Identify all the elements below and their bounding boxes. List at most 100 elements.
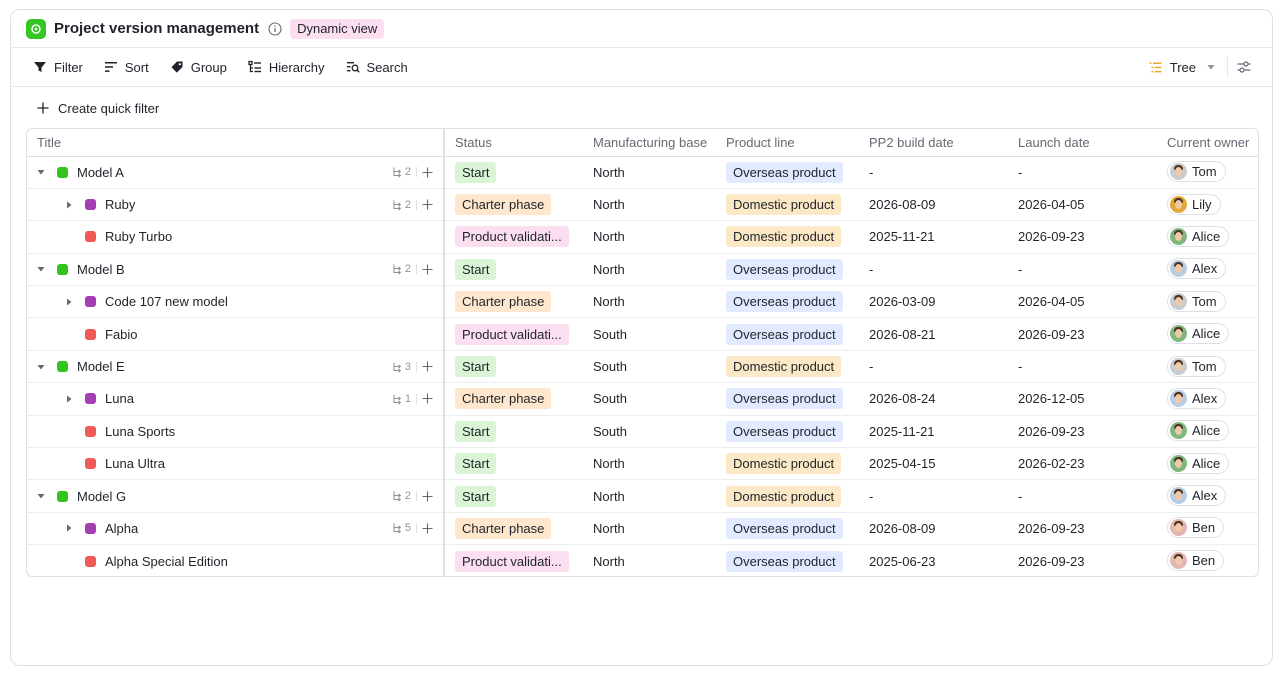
title-cell[interactable]: Fabio xyxy=(27,317,445,351)
add-subitem-icon[interactable] xyxy=(422,167,433,178)
add-subitem-icon[interactable] xyxy=(422,361,433,372)
manufacturing-base-cell[interactable]: North xyxy=(583,285,716,319)
manufacturing-base-cell[interactable]: North xyxy=(593,553,625,569)
title-cell[interactable]: Ruby Turbo xyxy=(27,220,445,254)
pp2-build-date-cell[interactable]: - xyxy=(859,253,1008,287)
status-cell[interactable]: Product validati... xyxy=(444,220,583,254)
record-title[interactable]: Luna xyxy=(105,391,134,407)
group-button[interactable]: Group xyxy=(170,60,227,75)
manufacturing-base-cell[interactable]: South xyxy=(583,382,716,416)
product-line-cell[interactable]: Domestic product xyxy=(716,479,859,513)
owner-chip[interactable]: Alex xyxy=(1167,387,1227,409)
pp2-build-date-cell[interactable]: 2026-08-24 xyxy=(859,382,1008,416)
current-owner-cell[interactable]: Tom xyxy=(1157,156,1258,189)
current-owner-cell[interactable]: Alice xyxy=(1157,317,1258,351)
table-row[interactable]: Luna Ultra Start North Domestic product … xyxy=(27,447,1258,481)
current-owner-cell[interactable]: Lily xyxy=(1157,188,1258,222)
add-subitem-icon[interactable] xyxy=(422,264,433,275)
pp2-build-date-cell[interactable]: 2026-08-21 xyxy=(859,317,1008,351)
table-row[interactable]: Fabio Product validati... South Overseas… xyxy=(27,317,1258,351)
status-cell[interactable]: Start xyxy=(444,350,583,384)
record-title[interactable]: Model B xyxy=(77,261,125,277)
current-owner-cell[interactable]: Tom xyxy=(1157,285,1258,319)
table-row[interactable]: Model A 2 Start North Overseas product -… xyxy=(27,156,1258,189)
title-cell[interactable]: Model E 3 xyxy=(27,350,445,384)
product-line-cell[interactable]: Overseas product xyxy=(716,512,859,546)
manufacturing-base-cell[interactable]: South xyxy=(583,317,716,351)
title-cell[interactable]: Luna Ultra xyxy=(27,447,445,481)
launch-date-cell[interactable]: - xyxy=(1008,350,1157,384)
column-header-current-owner[interactable]: Current owner xyxy=(1157,129,1258,157)
table-row[interactable]: Ruby Turbo Product validati... North Dom… xyxy=(27,220,1258,254)
add-subitem-icon[interactable] xyxy=(422,491,433,502)
table-row[interactable]: Alpha 5 Charter phase North Overseas pro… xyxy=(27,512,1258,546)
status-cell[interactable]: Charter phase xyxy=(444,382,583,416)
current-owner-cell[interactable]: Ben xyxy=(1157,512,1258,546)
owner-chip[interactable]: Alice xyxy=(1167,323,1230,345)
status-cell[interactable]: Start xyxy=(444,479,583,513)
launch-date-cell[interactable]: 2026-04-05 xyxy=(1008,188,1157,222)
column-header-title[interactable]: Title xyxy=(27,129,445,157)
manufacturing-base-cell[interactable]: North xyxy=(583,479,716,513)
current-owner-cell[interactable]: Ben xyxy=(1157,545,1258,576)
title-cell[interactable]: Alpha 5 xyxy=(27,512,445,546)
column-header-pp2-build-date[interactable]: PP2 build date xyxy=(859,129,1008,157)
product-line-cell[interactable]: Overseas product xyxy=(716,253,859,287)
pp2-build-date-cell[interactable]: 2025-11-21 xyxy=(859,415,1008,449)
launch-date-cell[interactable]: - xyxy=(1008,156,1157,189)
owner-chip[interactable]: Alice xyxy=(1167,225,1230,247)
current-owner-cell[interactable]: Alex xyxy=(1157,479,1258,513)
product-line-cell[interactable]: Overseas product xyxy=(716,285,859,319)
status-cell[interactable]: Product validati... xyxy=(444,545,583,576)
launch-date-cell[interactable]: 2026-02-23 xyxy=(1008,447,1157,481)
record-title[interactable]: Model G xyxy=(77,488,127,504)
record-title[interactable]: Luna Sports xyxy=(105,423,176,439)
sort-button[interactable]: Sort xyxy=(104,60,149,75)
manufacturing-base-cell[interactable]: South xyxy=(583,415,716,449)
launch-date-cell[interactable]: 2026-09-23 xyxy=(1008,415,1157,449)
owner-chip[interactable]: Alice xyxy=(1167,420,1230,442)
owner-chip[interactable]: Alex xyxy=(1167,258,1227,280)
pp2-build-date-cell[interactable]: 2026-08-09 xyxy=(859,512,1008,546)
column-header-launch-date[interactable]: Launch date xyxy=(1008,129,1157,157)
pp2-build-date-cell[interactable]: 2026-08-09 xyxy=(859,188,1008,222)
table-row[interactable]: Code 107 new model Charter phase North O… xyxy=(27,285,1258,319)
record-title[interactable]: Alpha xyxy=(105,520,139,536)
launch-date-cell[interactable]: 2026-09-23 xyxy=(1008,512,1157,546)
info-icon[interactable] xyxy=(268,21,282,36)
owner-chip[interactable]: Alex xyxy=(1167,485,1227,507)
status-cell[interactable]: Start xyxy=(444,253,583,287)
current-owner-cell[interactable]: Alex xyxy=(1157,253,1258,287)
record-title[interactable]: Luna Ultra xyxy=(105,456,165,472)
owner-chip[interactable]: Ben xyxy=(1167,550,1225,572)
chevron-down-icon[interactable] xyxy=(37,265,45,273)
product-line-cell[interactable]: Domestic product xyxy=(716,188,859,222)
owner-chip[interactable]: Tom xyxy=(1167,290,1226,312)
owner-chip[interactable]: Tom xyxy=(1167,355,1226,377)
add-subitem-icon[interactable] xyxy=(422,199,433,210)
status-cell[interactable]: Product validati... xyxy=(444,317,583,351)
add-subitem-icon[interactable] xyxy=(422,393,433,404)
table-row[interactable]: Luna Sports Start South Overseas product… xyxy=(27,415,1258,449)
title-cell[interactable]: Code 107 new model xyxy=(27,285,445,319)
owner-chip[interactable]: Alice xyxy=(1167,452,1230,474)
product-line-cell[interactable]: Overseas product xyxy=(716,156,859,189)
table-row[interactable]: Model B 2 Start North Overseas product -… xyxy=(27,253,1258,287)
table-row[interactable]: Model G 2 Start North Domestic product -… xyxy=(27,479,1258,513)
pp2-build-date-cell[interactable]: 2025-06-23 xyxy=(869,553,936,569)
title-cell[interactable]: Model G 2 xyxy=(27,479,445,513)
hierarchy-button[interactable]: Hierarchy xyxy=(248,60,325,75)
launch-date-cell[interactable]: - xyxy=(1008,253,1157,287)
pp2-build-date-cell[interactable]: 2026-03-09 xyxy=(859,285,1008,319)
chevron-down-icon[interactable] xyxy=(37,363,45,371)
launch-date-cell[interactable]: 2026-12-05 xyxy=(1008,382,1157,416)
record-title[interactable]: Model A xyxy=(77,164,124,180)
chevron-right-icon[interactable] xyxy=(65,524,73,532)
chevron-down-icon[interactable] xyxy=(37,492,45,500)
record-title[interactable]: Model E xyxy=(77,359,125,375)
manufacturing-base-cell[interactable]: North xyxy=(583,188,716,222)
table-row[interactable]: Ruby 2 Charter phase North Domestic prod… xyxy=(27,188,1258,222)
manufacturing-base-cell[interactable]: South xyxy=(583,350,716,384)
title-cell[interactable]: Alpha Special Edition xyxy=(27,544,445,576)
record-title[interactable]: Code 107 new model xyxy=(105,294,228,310)
